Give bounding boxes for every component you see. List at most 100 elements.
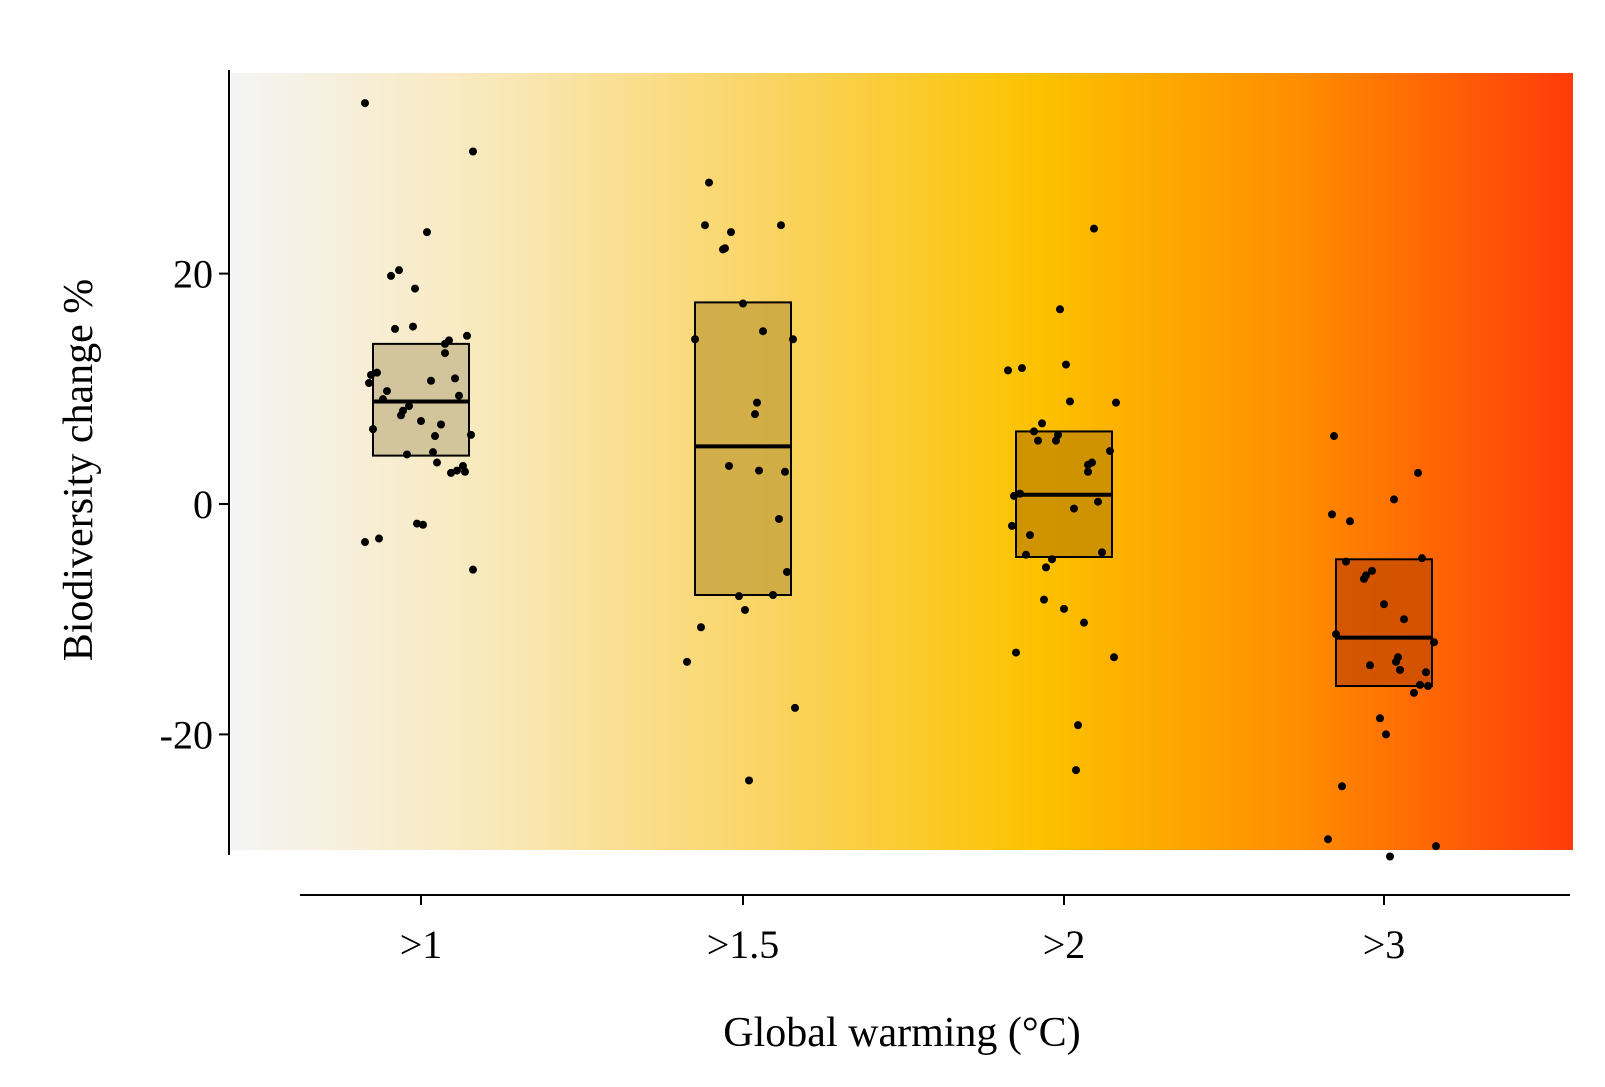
data-point xyxy=(437,420,445,429)
data-point xyxy=(1332,630,1340,639)
data-point xyxy=(1396,665,1404,674)
data-point xyxy=(411,284,419,293)
data-point xyxy=(1074,721,1082,730)
data-point xyxy=(791,703,799,712)
points-layer xyxy=(361,99,1440,861)
data-point xyxy=(751,410,759,419)
data-point xyxy=(1048,555,1056,564)
data-point xyxy=(701,221,709,230)
box-4 xyxy=(1335,558,1433,688)
data-point xyxy=(417,417,425,426)
data-point xyxy=(1070,504,1078,513)
box-rect xyxy=(1335,558,1433,688)
x-tick-label: >3 xyxy=(1363,922,1406,967)
data-point xyxy=(409,322,417,331)
data-point xyxy=(781,467,789,476)
data-point xyxy=(453,466,461,475)
data-point xyxy=(1110,653,1118,662)
data-point xyxy=(1084,460,1092,469)
data-point xyxy=(1038,419,1046,428)
data-point xyxy=(1382,730,1390,739)
data-point xyxy=(697,623,705,632)
data-point xyxy=(1056,305,1064,314)
data-point xyxy=(1106,447,1114,456)
data-point xyxy=(1400,615,1408,624)
data-point xyxy=(759,327,767,336)
data-point xyxy=(741,605,749,614)
data-point xyxy=(1040,595,1048,604)
y-tick-label: 20 xyxy=(173,252,213,297)
data-point xyxy=(1414,468,1422,477)
box-1 xyxy=(372,342,470,457)
data-point xyxy=(1026,531,1034,540)
data-point xyxy=(1346,517,1354,526)
data-point xyxy=(769,591,777,600)
x-tick-label: >2 xyxy=(1043,922,1086,967)
data-point xyxy=(1324,835,1332,844)
data-point xyxy=(469,565,477,574)
data-point xyxy=(691,335,699,344)
data-point xyxy=(403,450,411,459)
data-point xyxy=(441,349,449,358)
data-point xyxy=(705,178,713,187)
data-point xyxy=(1112,398,1120,407)
data-point xyxy=(1328,510,1336,519)
data-point xyxy=(1066,397,1074,406)
data-point xyxy=(753,398,761,407)
data-point xyxy=(379,395,387,404)
data-point xyxy=(1072,766,1080,775)
data-point xyxy=(383,387,391,396)
data-point xyxy=(455,391,463,400)
data-point xyxy=(361,538,369,547)
x-axis-title: Global warming (°C) xyxy=(723,1010,1080,1056)
data-point xyxy=(777,221,785,230)
data-point xyxy=(1376,714,1384,723)
data-point xyxy=(1422,668,1430,677)
plot-background-gradient xyxy=(231,73,1573,850)
data-point xyxy=(727,228,735,237)
data-point xyxy=(1342,557,1350,566)
data-point xyxy=(423,228,431,237)
data-point xyxy=(1080,618,1088,627)
data-point xyxy=(1392,657,1400,666)
y-axis-title: Biodiversity change % xyxy=(56,279,102,662)
data-point xyxy=(433,458,441,467)
data-point xyxy=(397,411,405,420)
y-ticks: -20 0 20 xyxy=(160,252,229,757)
data-point xyxy=(461,467,469,476)
data-point xyxy=(419,520,427,529)
data-point xyxy=(1410,688,1418,697)
data-point xyxy=(413,519,421,528)
data-point xyxy=(431,432,439,441)
data-point xyxy=(441,339,449,348)
data-point xyxy=(683,657,691,666)
data-point xyxy=(1042,563,1050,572)
data-point xyxy=(367,370,375,379)
data-point xyxy=(1418,554,1426,563)
data-point xyxy=(1018,364,1026,373)
boxes-layer xyxy=(372,301,1433,688)
data-point xyxy=(1430,638,1438,647)
data-point xyxy=(1010,491,1018,500)
data-point xyxy=(1016,489,1024,498)
data-point xyxy=(1034,436,1042,445)
data-point xyxy=(1330,432,1338,441)
x-tick-label: >1.5 xyxy=(707,922,780,967)
data-point xyxy=(1360,574,1368,583)
data-point xyxy=(1030,427,1038,436)
x-tick-label: >1 xyxy=(400,922,443,967)
axes-layer xyxy=(228,70,1570,896)
data-point xyxy=(1432,842,1440,851)
data-point xyxy=(395,266,403,275)
data-point xyxy=(467,430,475,439)
data-point xyxy=(1084,467,1092,476)
data-point xyxy=(789,335,797,344)
data-point xyxy=(1098,548,1106,557)
data-point xyxy=(463,331,471,340)
data-point xyxy=(1004,366,1012,375)
data-point xyxy=(783,567,791,576)
data-point xyxy=(1052,436,1060,445)
data-point xyxy=(1008,521,1016,530)
data-point xyxy=(361,99,369,108)
data-point xyxy=(739,299,747,308)
